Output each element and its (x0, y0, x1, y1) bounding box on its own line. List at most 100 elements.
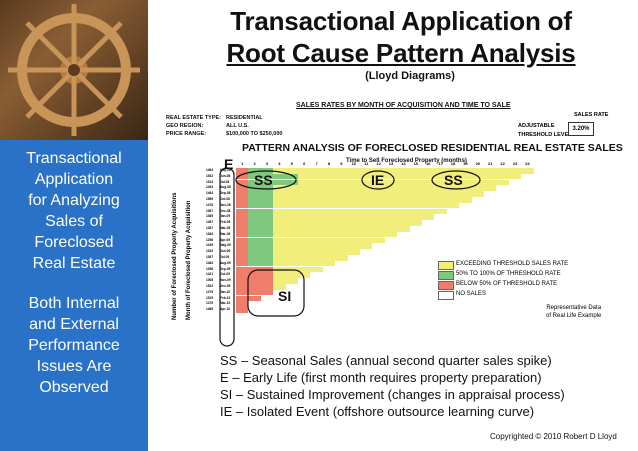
rate-cell (285, 237, 298, 244)
rate-cell (310, 168, 323, 174)
column-header: 9 (340, 161, 343, 166)
rate-cell (409, 191, 422, 197)
rate-cell (496, 179, 509, 186)
rate-cell (322, 168, 336, 174)
rate-cell (434, 179, 447, 186)
rate-cell (422, 202, 435, 209)
rate-cell (285, 214, 298, 220)
rate-cell (484, 179, 497, 186)
copyright: Copyrighted © 2010 Robert D Lloyd (490, 432, 617, 441)
row-month: Apr-09 (220, 237, 231, 242)
table-row: 1384 Mar-09 (206, 231, 536, 238)
rate-cell (260, 185, 274, 191)
rate-cell (236, 249, 249, 255)
rate-cell (322, 226, 336, 232)
rate-cell (285, 220, 298, 226)
rate-cell (434, 185, 447, 191)
row-month: Jan-10 (220, 289, 231, 294)
rate-cell (285, 191, 298, 197)
rate-cell (248, 284, 261, 290)
rate-cell (347, 185, 360, 191)
meta-type: REAL ESTATE TYPE: RESIDENTIAL (166, 115, 263, 121)
row-month: Sep-09 (220, 266, 231, 271)
legend-item-green: 50% TO 100% OF THRESHOLD RATE (438, 270, 568, 280)
table-row: 1332 Jun-09 (206, 249, 536, 255)
rate-cell (372, 237, 385, 244)
rate-cell (310, 220, 323, 226)
rate-cell (310, 202, 323, 209)
rate-cell (347, 231, 360, 238)
row-month: Dec-08 (220, 208, 231, 213)
rate-cell (372, 231, 385, 238)
rate-cell (260, 173, 274, 180)
rate-cell (335, 168, 348, 174)
rate-cell (310, 243, 323, 249)
rate-cell (310, 208, 323, 215)
rate-cell (285, 197, 298, 203)
rate-cell (260, 191, 274, 197)
rate-cell (285, 266, 298, 273)
row-count: 1589 (206, 197, 214, 201)
rate-cell (298, 202, 311, 209)
rate-cell (236, 295, 249, 302)
table-row: 1522 Dec-09 (206, 284, 536, 290)
rate-cell (273, 214, 286, 220)
rate-cell (347, 191, 360, 197)
rate-cell (260, 266, 274, 273)
rate-cell (409, 208, 422, 215)
row-month: Feb-10 (220, 295, 231, 300)
adjustable-label: ADJUSTABLE (518, 123, 555, 129)
threshold-input[interactable]: 3.20% (568, 122, 594, 136)
rate-cell (273, 197, 286, 203)
rate-cell (384, 226, 398, 232)
rate-cell (372, 173, 385, 180)
rate-cell (409, 179, 422, 186)
rate-cell (360, 191, 373, 197)
rate-cell (372, 197, 385, 203)
rate-cell (335, 237, 348, 244)
rate-cell (248, 260, 261, 267)
rate-cell (459, 197, 472, 203)
rate-cell (273, 168, 286, 174)
rate-cell (248, 191, 261, 197)
meta-region: GEO REGION: ALL U.S. (166, 123, 249, 129)
rate-cell (236, 243, 249, 249)
row-count: 1478 (206, 202, 214, 207)
rate-cell (260, 272, 274, 278)
table-row: 1487 Mar-09 (206, 226, 536, 232)
row-count: 1483 (206, 260, 214, 265)
rate-cell (236, 179, 249, 186)
column-header: 17 (438, 161, 443, 166)
sidebar-text-2: Both Internal and External Performance I… (28, 295, 120, 396)
table-row: 1008 Nov-09 (206, 278, 536, 284)
rate-cell (459, 173, 472, 180)
rate-cell (360, 214, 373, 220)
rate-cell (322, 185, 336, 191)
table-row: 1478 Nov-08 (206, 202, 536, 209)
rate-cell (360, 185, 373, 191)
rate-cell (360, 202, 373, 209)
rate-cell (322, 173, 336, 180)
table-row: 1532 Jun-08 (206, 173, 536, 180)
rate-cell (248, 226, 261, 232)
rate-cell (422, 191, 435, 197)
rate-cell (409, 168, 422, 174)
row-month: Aug-08 (220, 185, 231, 190)
rate-cell (335, 173, 348, 180)
rate-cell (347, 168, 360, 174)
row-count: 1421 (206, 272, 214, 277)
rate-cell (298, 168, 311, 174)
page-title-line2: Root Cause Pattern Analysis (226, 38, 576, 68)
rate-cell (322, 208, 336, 215)
rate-cell (434, 191, 447, 197)
rate-cell (372, 226, 385, 232)
rate-cell (248, 243, 261, 249)
rate-cell (384, 179, 398, 186)
rate-cell (298, 255, 311, 261)
column-header: 3 (265, 161, 269, 166)
column-header: 10 (351, 161, 357, 166)
rate-cell (273, 179, 286, 186)
rate-cell (335, 191, 348, 197)
rate-cell (285, 185, 298, 191)
rate-cell (236, 255, 249, 261)
